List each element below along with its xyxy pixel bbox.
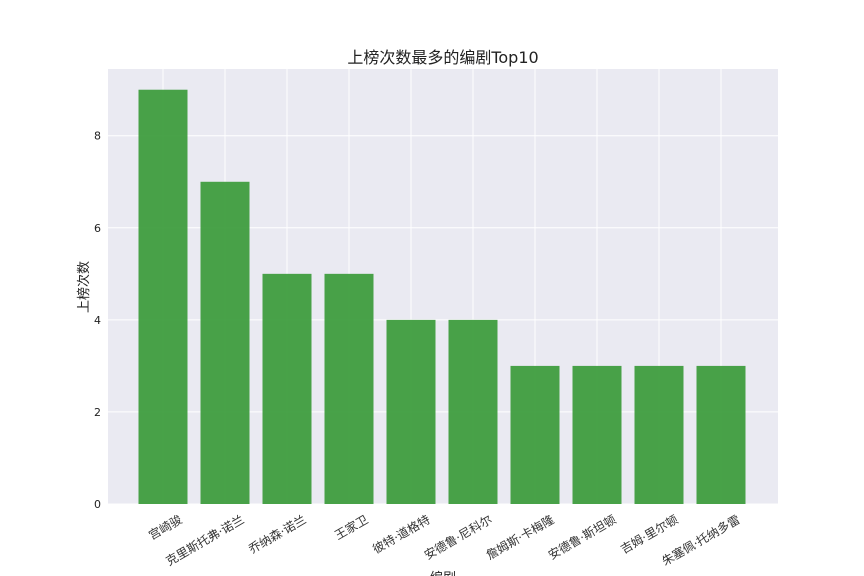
y-tick-labels: 0 2 4 6 8 xyxy=(94,130,101,511)
y-axis-label: 上榜次数 xyxy=(76,261,92,313)
x-axis-label: 编剧 xyxy=(430,571,456,576)
bar xyxy=(448,319,498,504)
chart-title: 上榜次数最多的编剧Top10 xyxy=(347,48,538,67)
x-tick-label: 王家卫 xyxy=(332,512,371,543)
x-tick-label: 安德鲁·尼科尔 xyxy=(421,512,494,563)
bar xyxy=(510,365,560,504)
bar xyxy=(200,181,250,504)
bar xyxy=(572,365,622,504)
y-tick-label: 8 xyxy=(94,130,101,143)
bar xyxy=(634,365,684,504)
y-tick-label: 0 xyxy=(94,498,101,511)
x-tick-label: 詹姆斯·卡梅隆 xyxy=(483,512,556,563)
x-tick-label: 安德鲁·斯坦顿 xyxy=(545,512,618,563)
y-tick-label: 4 xyxy=(94,314,101,327)
bar xyxy=(262,273,312,504)
bar xyxy=(324,273,374,504)
bars xyxy=(138,89,746,504)
bar xyxy=(696,365,746,504)
y-tick-label: 2 xyxy=(94,406,101,419)
bar xyxy=(138,89,188,504)
bar xyxy=(386,319,436,504)
x-tick-label: 宫崎骏 xyxy=(146,512,185,543)
y-tick-label: 6 xyxy=(94,222,101,235)
x-tick-label: 乔纳森·诺兰 xyxy=(246,512,309,557)
